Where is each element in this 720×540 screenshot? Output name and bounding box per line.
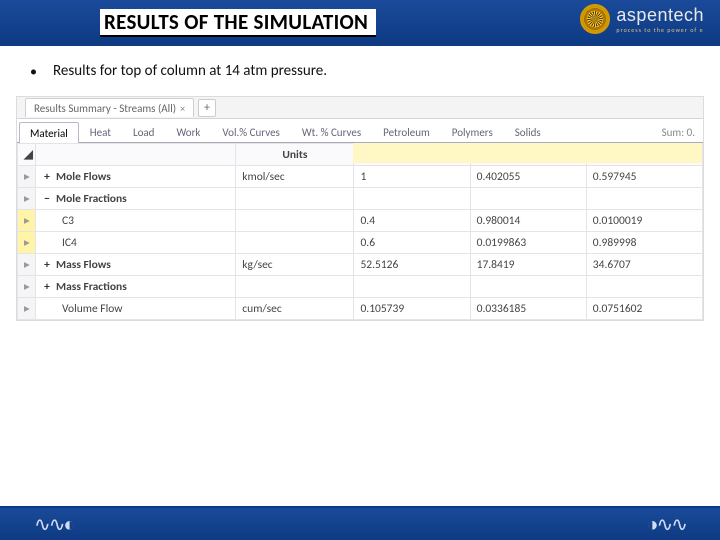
row-label: C3 [36,210,236,232]
units-cell [236,276,354,298]
table-row: ▸ C3 0.4 0.980014 0.0100019 [18,210,703,232]
row-label: Mass Flows [56,258,111,272]
row-handle[interactable]: ▸ [18,210,36,232]
document-tabbar: Results Summary - Streams (All) × + [17,97,703,119]
bullet-text: Results for top of column at 14 atm pres… [53,62,327,80]
slide-footer: ∿∿◐ ◑∿∿ [0,508,720,540]
brand-logo: aspentech process to the power of e [580,4,704,34]
units-cell: kmol/sec [236,166,354,188]
subtab-material[interactable]: Material [19,122,79,143]
row-handle[interactable]: ▸ [18,298,36,320]
row-label: Mole Flows [56,170,111,184]
row-label: IC4 [36,232,236,254]
document-tab[interactable]: Results Summary - Streams (All) × [25,98,194,117]
value-cell [354,276,470,298]
value-cell: 17.8419 [470,254,586,276]
subtab-wtcurves[interactable]: Wt. % Curves [291,121,372,142]
units-header: Units [236,144,354,166]
value-cell: 0.4 [354,210,470,232]
value-cell [586,188,702,210]
units-cell: cum/sec [236,298,354,320]
value-cell: 34.6707 [586,254,702,276]
highlight-row [353,143,702,163]
subtab-petroleum[interactable]: Petroleum [372,121,441,142]
value-cell: 0.0751602 [586,298,702,320]
brand-name: aspentech [616,5,704,26]
row-label: Volume Flow [36,298,236,320]
table-row: ▸ + Mass Fractions [18,276,703,298]
subtab-load[interactable]: Load [122,121,165,142]
row-label: Mass Fractions [56,280,127,294]
results-table: ◢ Units 1 ▾ D1 ▾ B1 ▾ ▸ +Mole Flows kmol… [17,143,703,320]
slide-title: RESULTS OF THE SIMULATION [100,9,376,37]
document-tab-label: Results Summary - Streams (All) [34,102,176,115]
value-cell: 0.0199863 [470,232,586,254]
expand-icon[interactable]: + [42,280,52,294]
slide-header: RESULTS OF THE SIMULATION aspentech proc… [0,0,720,46]
value-cell [354,188,470,210]
bullet-marker: • [30,62,37,82]
table-row: ▸ −Mole Fractions [18,188,703,210]
table-row: ▸ + Mass Flows kg/sec 52.5126 17.8419 34.… [18,254,703,276]
bullet-row: • Results for top of column at 14 atm pr… [0,46,720,90]
aspentech-logo-icon [580,4,610,34]
value-cell: 0.402055 [470,166,586,188]
expand-icon[interactable]: + [42,258,52,272]
value-cell: 1 [354,166,470,188]
close-icon[interactable]: × [180,102,185,115]
subtab-heat[interactable]: Heat [79,121,122,142]
table-row: ▸ + Mole Flows kmol/sec 1 0.402055 0.5979… [18,166,703,188]
row-handle[interactable]: ▸ [18,276,36,298]
collapse-icon[interactable]: − [42,192,52,206]
expand-icon[interactable]: + [42,170,52,184]
value-cell: 0.0100019 [586,210,702,232]
value-cell: 0.989998 [586,232,702,254]
label-header [36,144,236,166]
brand-tagline: process to the power of e [616,26,704,34]
add-tab-button[interactable]: + [198,99,216,117]
row-handle[interactable]: ▸ [18,254,36,276]
row-label: Mole Fractions [56,192,127,206]
value-cell: 0.980014 [470,210,586,232]
row-handle[interactable]: ▸ [18,232,36,254]
row-handle[interactable]: ▸ [18,188,36,210]
value-cell [470,276,586,298]
row-handle[interactable]: ▸ [18,166,36,188]
units-cell [236,232,354,254]
value-cell: 0.105739 [354,298,470,320]
units-cell: kg/sec [236,254,354,276]
subtab-solids[interactable]: Solids [504,121,552,142]
value-cell: 0.6 [354,232,470,254]
subtab-polymers[interactable]: Polymers [441,121,504,142]
units-cell [236,188,354,210]
subtab-volcurves[interactable]: Vol.% Curves [211,121,290,142]
table-row: ▸ Volume Flow cum/sec 0.105739 0.0336185… [18,298,703,320]
units-cell [236,210,354,232]
ornament-left-icon: ∿∿◐ [34,512,74,537]
value-cell: 0.597945 [586,166,702,188]
aspen-results-window: Results Summary - Streams (All) × + Mate… [16,96,704,321]
table-row: ▸ IC4 0.6 0.0199863 0.989998 [18,232,703,254]
value-cell [470,188,586,210]
subtab-work[interactable]: Work [165,121,211,142]
sum-readout: Sum: 0. [662,126,695,142]
value-cell [586,276,702,298]
value-cell: 0.0336185 [470,298,586,320]
results-subtab-bar: Material Heat Load Work Vol.% Curves Wt.… [17,119,703,143]
corner-cell[interactable]: ◢ [18,144,36,166]
value-cell: 52.5126 [354,254,470,276]
ornament-right-icon: ◑∿∿ [646,512,686,537]
